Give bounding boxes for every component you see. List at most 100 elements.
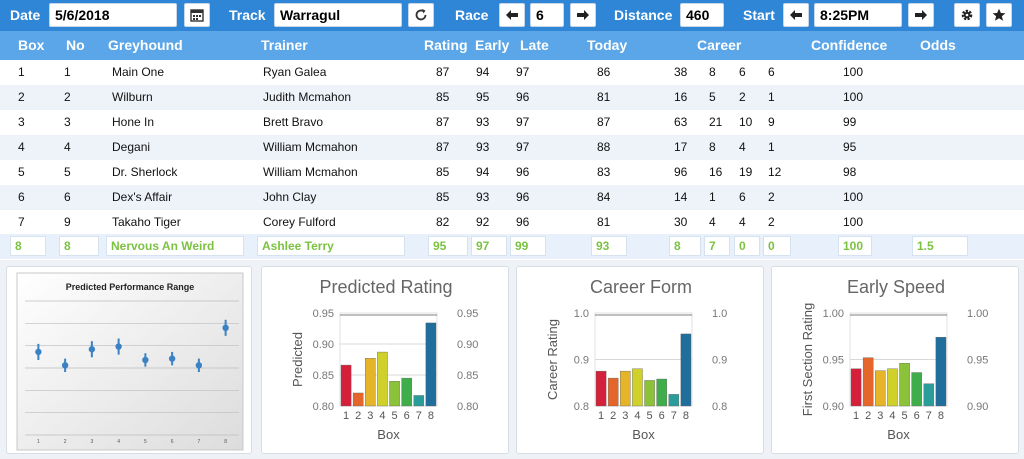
data-point <box>61 362 69 369</box>
col-trainer[interactable]: Trainer <box>261 37 308 53</box>
bar <box>935 336 947 407</box>
cell-career-starts: 38 <box>674 65 688 79</box>
cell-late: 96 <box>516 215 530 229</box>
tick-label: 5 <box>144 439 147 445</box>
sel-career-thirds[interactable]: 0 <box>763 236 791 256</box>
settings-button[interactable] <box>954 3 980 27</box>
cell-trainer: Judith Mcmahon <box>263 90 352 104</box>
data-point <box>195 362 203 369</box>
cell-career-thirds: 1 <box>768 90 775 104</box>
distance-field[interactable]: 460 <box>680 3 724 27</box>
y-tick-label-right: 0.80 <box>457 401 478 413</box>
sel-rating[interactable]: 95 <box>428 236 468 256</box>
col-rating[interactable]: Rating <box>424 37 468 53</box>
cell-rating: 82 <box>436 215 450 229</box>
sel-career-starts[interactable]: 8 <box>669 236 701 256</box>
cell-career-wins: 21 <box>709 115 723 129</box>
x-tick-label: 4 <box>634 410 640 422</box>
sel-late[interactable]: 99 <box>510 236 546 256</box>
table-row[interactable]: 7 9 Takaho Tiger Corey Fulford 82 92 96 81 30 4 4 2… <box>0 210 1024 235</box>
tick-label: 8 <box>224 439 227 445</box>
x-tick-label: 3 <box>367 410 373 422</box>
col-early[interactable]: Early <box>475 37 510 53</box>
cell-career-starts: 30 <box>674 215 688 229</box>
data-point <box>35 348 42 356</box>
sel-no[interactable]: 8 <box>59 236 99 256</box>
cell-early: 92 <box>476 215 490 229</box>
tick-label: 2 <box>64 439 67 445</box>
cell-career-seconds: 4 <box>739 215 746 229</box>
sel-box[interactable]: 8 <box>10 236 46 256</box>
date-label: Date <box>10 7 41 23</box>
table-row[interactable]: 3 3 Hone In Brett Bravo 87 93 97 87 63 21 10 9 99 <box>0 110 1024 135</box>
col-career[interactable]: Career <box>697 37 742 53</box>
date-field[interactable]: 5/6/2018 <box>49 3 177 27</box>
cell-no: 5 <box>64 165 71 179</box>
col-confidence[interactable]: Confidence <box>811 37 888 53</box>
sel-career-wins[interactable]: 7 <box>704 236 730 256</box>
x-tick-label: 6 <box>404 410 410 422</box>
start-field[interactable]: 8:25PM <box>814 3 902 27</box>
cell-career-seconds: 6 <box>739 65 746 79</box>
refresh-button[interactable] <box>408 3 434 27</box>
bar <box>340 364 352 407</box>
calendar-icon <box>190 9 204 22</box>
race-prev-button[interactable] <box>499 3 525 27</box>
sel-odds[interactable]: 1.5 <box>912 236 968 256</box>
cell-career-thirds: 12 <box>768 165 782 179</box>
cell-early: 95 <box>476 90 490 104</box>
data-point <box>88 346 96 353</box>
col-late[interactable]: Late <box>520 37 549 53</box>
tick-label: 7 <box>197 439 200 445</box>
col-greyhound[interactable]: Greyhound <box>108 37 183 53</box>
selected-row[interactable]: 8 8 Nervous An Weird Ashlee Terry 95 97 … <box>0 234 1024 259</box>
chart-background <box>16 272 244 451</box>
cell-early: 93 <box>476 190 490 204</box>
start-prev-button[interactable] <box>783 3 809 27</box>
data-point <box>115 343 122 350</box>
col-no[interactable]: No <box>66 37 85 53</box>
cell-trainer: Brett Bravo <box>263 115 324 129</box>
start-label: Start <box>743 7 775 23</box>
cell-today: 81 <box>597 215 611 229</box>
x-tick-label: 6 <box>914 410 920 422</box>
start-next-button[interactable] <box>908 3 934 27</box>
cell-early: 94 <box>476 65 490 79</box>
cell-career-wins: 16 <box>709 165 723 179</box>
table-row[interactable]: 2 2 Wilburn Judith Mcmahon 85 95 96 81 16 5 2 1 100 <box>0 85 1024 110</box>
cell-box: 4 <box>18 140 25 154</box>
x-axis-label: Box <box>632 427 655 442</box>
cell-career-starts: 16 <box>674 90 688 104</box>
bar <box>850 368 862 407</box>
table-row[interactable]: 6 6 Dex's Affair John Clay 85 93 96 84 14 1 6 2 100 <box>0 185 1024 210</box>
race-next-button[interactable] <box>570 3 596 27</box>
sel-career-seconds[interactable]: 0 <box>734 236 760 256</box>
col-odds[interactable]: Odds <box>920 37 956 53</box>
sel-early[interactable]: 97 <box>471 236 507 256</box>
x-tick-label: 6 <box>659 410 665 422</box>
cell-greyhound: Wilburn <box>112 90 153 104</box>
cell-confidence: 98 <box>843 165 857 179</box>
distance-label: Distance <box>614 7 673 23</box>
cell-greyhound: Hone In <box>112 115 155 129</box>
col-box[interactable]: Box <box>18 37 45 53</box>
favorite-button[interactable] <box>986 3 1012 27</box>
cell-box: 1 <box>18 65 25 79</box>
race-field[interactable]: 6 <box>530 3 564 27</box>
sel-trainer[interactable]: Ashlee Terry <box>257 236 405 256</box>
table-row[interactable]: 1 1 Main One Ryan Galea 87 94 97 86 38 8 6 6 100 <box>0 60 1024 85</box>
bar <box>607 377 619 407</box>
calendar-button[interactable] <box>184 3 210 27</box>
track-field[interactable]: Warragul <box>274 3 402 27</box>
sel-today[interactable]: 93 <box>591 236 627 256</box>
cell-career-seconds: 4 <box>739 140 746 154</box>
col-today[interactable]: Today <box>587 37 628 53</box>
sel-greyhound[interactable]: Nervous An Weird <box>106 236 244 256</box>
table-row[interactable]: 5 5 Dr. Sherlock William Mcmahon 85 94 96 83 96 1… <box>0 160 1024 185</box>
cell-greyhound: Degani <box>112 140 151 154</box>
cell-career-seconds: 2 <box>739 90 746 104</box>
cell-career-wins: 8 <box>709 140 716 154</box>
table-row[interactable]: 4 4 Degani William Mcmahon 87 93 97 88 17 8 4 1 95 <box>0 135 1024 160</box>
y-tick-label-right: 0.8 <box>712 401 727 413</box>
sel-confidence[interactable]: 100 <box>838 236 872 256</box>
